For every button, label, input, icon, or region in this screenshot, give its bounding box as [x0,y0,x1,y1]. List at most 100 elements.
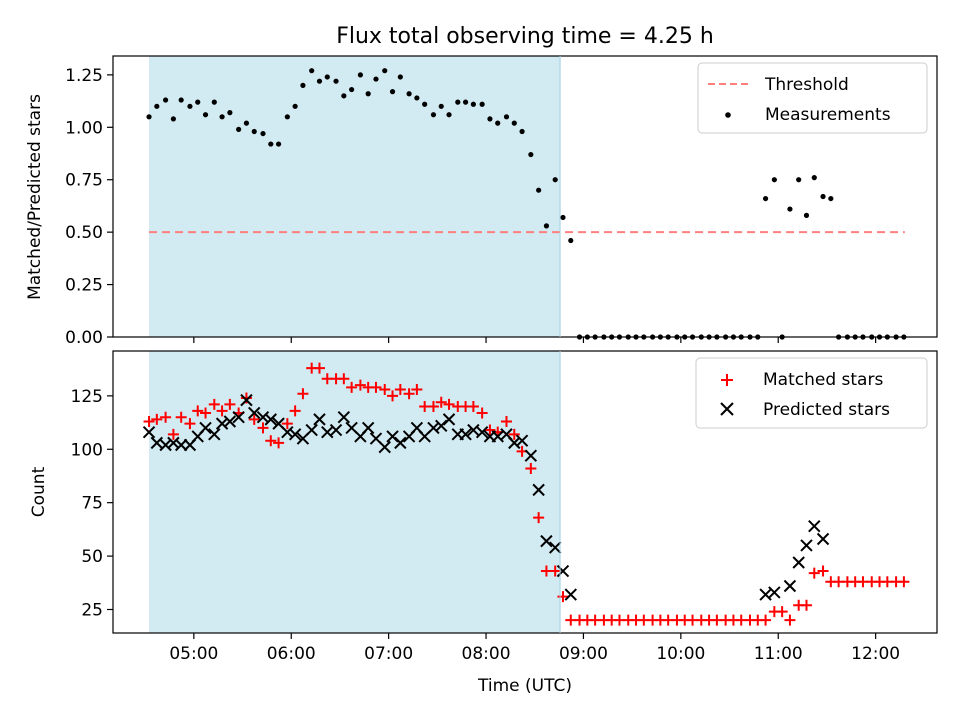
measurement-point [365,91,371,97]
measurement-point [414,95,420,101]
matched-star-point [265,435,277,447]
legend-matched-label: Matched stars [763,370,883,390]
matched-star-point [192,405,204,417]
measurement-point [284,114,290,120]
measurement-point [568,237,574,244]
matched-star-point [160,411,172,423]
y-tick-label: 50 [81,547,103,567]
matched-star-point [354,379,366,391]
measurement-point [543,223,550,229]
top-y-axis-ticks: 0.00 0.25 0.50 0.75 1.00 1.25 [65,66,113,348]
measurement-point [260,130,266,137]
x-tick-label: 09:00 [559,644,608,664]
predicted-star-point [329,423,343,437]
matched-star-point [525,463,537,474]
matched-star-point [297,388,309,400]
top-panel-shaded-interval [149,56,561,337]
predicted-star-point [783,579,797,593]
predicted-star-point [508,436,521,450]
measurement-point [479,101,485,107]
y-tick-label: 1.25 [65,66,103,86]
y-tick-label: 0.50 [65,223,103,243]
matched-star-point [484,424,496,436]
y-tick-label: 1.00 [65,118,103,138]
measurement-point [251,128,257,135]
predicted-star-point [159,438,172,452]
matched-star-point [435,396,447,408]
predicted-star-point [378,440,391,454]
matched-star-point [549,565,561,577]
x-axis-label: Time (UTC) [477,676,572,696]
measurement-point [470,101,476,107]
predicted-star-point [800,539,813,552]
matched-star-point [776,606,788,618]
predicted-star-point [548,541,562,554]
y-tick-label: 25 [81,601,103,621]
measurement-point [406,91,412,97]
chart-title: Flux total observing time = 4.25 h [336,24,714,49]
measurement-point [300,82,306,88]
predicted-star-point [313,413,326,426]
matched-star-point [281,418,293,430]
measurement-point [560,214,566,221]
predicted-star-point [208,428,221,441]
measurement-point [455,99,461,105]
predicted-star-point [816,532,830,546]
measurement-point [528,151,534,158]
matched-star-point [760,614,772,626]
top-panel: 0.00 0.25 0.50 0.75 1.00 1.25 Matched/Predict… [25,55,938,348]
predicted-star-point [768,586,781,599]
measurement-point [430,112,437,118]
predicted-star-point [540,534,553,548]
matched-star-point [346,381,358,393]
y-tick-label: 125 [71,387,103,407]
legend-matched-swatch [721,374,733,386]
x-tick-label: 11:00 [754,644,803,664]
bottom-legend: Matched stars Predicted stars [695,357,928,429]
predicted-star-point [199,421,212,435]
measurement-point [422,101,428,107]
measurement-point [187,103,193,109]
bottom-panel-frame [112,350,938,634]
predicted-star-point [515,434,529,447]
measurement-point [536,187,542,193]
matched-star-point [313,362,325,374]
matched-star-point [257,422,269,434]
matched-star-point [151,413,163,425]
top-legend: Threshold Measurements [697,62,928,134]
matched-star-point [224,398,236,410]
measurement-point [162,97,169,103]
matched-star-point [167,428,179,440]
matched-star-point [508,428,520,440]
matched-star-point [500,416,512,427]
y-tick-label: 0.25 [65,276,103,296]
predicted-star-point [167,436,180,450]
matched-star-point [898,576,910,588]
measurement-point [438,103,444,109]
measurement-point [462,99,469,105]
predicted-star-point [264,413,277,426]
measurement-point [178,97,184,103]
bottom-panel: 25 50 75 100 125 05:00 06:00 07:00 08:00 09:00 10… [29,350,938,696]
matched-star-point [817,565,829,577]
matched-stars-series [143,362,910,626]
x-tick-label: 12:00 [851,644,900,664]
measurement-point [828,195,834,202]
matched-star-point [533,512,545,524]
predicted-star-point [240,393,253,407]
predicted-star-point [475,425,489,439]
legend-threshold-label: Threshold [764,75,849,95]
measurement-point [820,193,826,200]
measurement-point [275,141,282,147]
predicted-stars-series [142,393,830,601]
predicted-star-point [427,421,440,435]
predicted-star-point [808,519,821,533]
predicted-star-point [248,406,261,420]
matched-star-point [443,398,455,410]
predicted-star-point [142,425,156,439]
x-tick-label: 07:00 [364,644,413,664]
matched-star-point [476,407,488,419]
predicted-star-point [337,411,351,424]
matched-star-point [387,390,399,402]
